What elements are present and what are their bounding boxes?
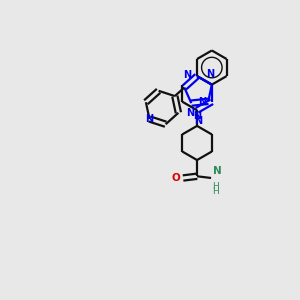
Text: H: H xyxy=(212,182,219,190)
Text: N: N xyxy=(193,111,201,121)
Text: O: O xyxy=(172,173,181,183)
Text: H: H xyxy=(212,187,219,196)
Text: N: N xyxy=(198,97,206,107)
Text: N: N xyxy=(212,166,221,176)
Text: N: N xyxy=(183,70,191,80)
Text: N: N xyxy=(186,108,194,118)
Text: N: N xyxy=(146,114,154,124)
Text: N: N xyxy=(194,116,202,125)
Text: N: N xyxy=(206,69,214,79)
